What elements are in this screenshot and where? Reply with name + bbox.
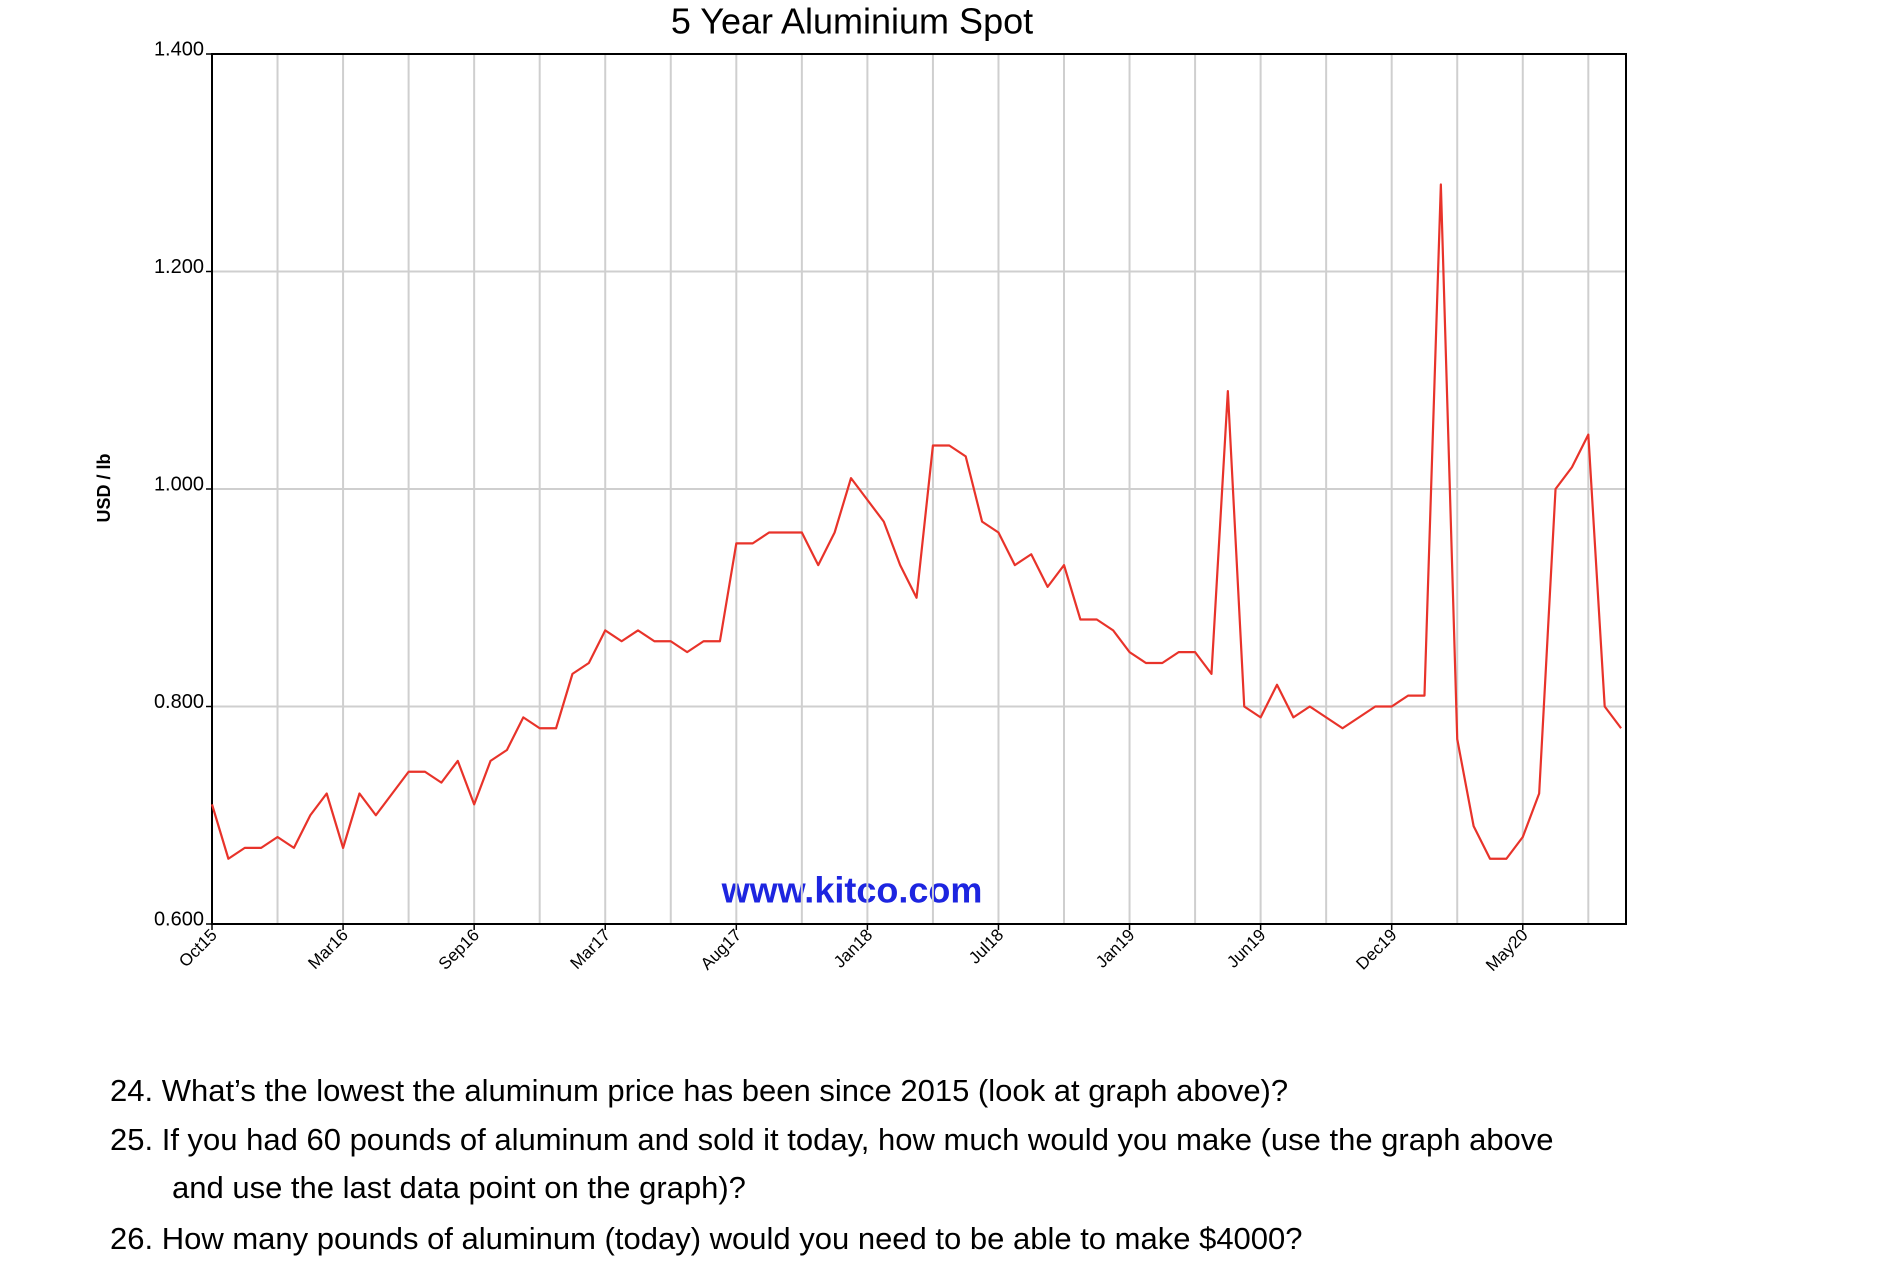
chart-title: 5 Year Aluminium Spot — [671, 1, 1033, 42]
x-tick-label: Oct15 — [175, 925, 221, 971]
x-tick-label: Mar17 — [567, 925, 615, 973]
question: and use the last data point on the graph… — [172, 1170, 746, 1205]
x-tick-label: Dec19 — [1352, 925, 1400, 973]
x-tick-label: Mar16 — [304, 925, 352, 973]
x-tick-label: Aug17 — [697, 925, 745, 973]
x-tick-label: Jan18 — [830, 925, 876, 971]
watermark: www.kitco.com — [721, 870, 983, 911]
y-axis-label: USD / lb — [94, 453, 114, 522]
y-tick-label: 1.000 — [154, 473, 204, 495]
data-line — [210, 183, 1622, 860]
y-tick-label: 0.600 — [154, 908, 204, 930]
y-tick-label: 1.400 — [154, 38, 204, 60]
x-tick-label: Sep16 — [435, 925, 483, 973]
x-tick-label: Jun19 — [1223, 925, 1269, 971]
plot-frame — [211, 53, 1627, 925]
x-tick-label: May20 — [1482, 925, 1532, 975]
y-tick-label: 0.800 — [154, 691, 204, 713]
question: 24. What’s the lowest the aluminum price… — [110, 1073, 1288, 1108]
x-tick-label: Jul18 — [965, 925, 1007, 967]
question: 25. If you had 60 pounds of aluminum and… — [110, 1122, 1554, 1157]
question: 26. How many pounds of aluminum (today) … — [110, 1221, 1303, 1256]
x-tick-label: Jan19 — [1092, 925, 1138, 971]
y-tick-label: 1.200 — [154, 256, 204, 278]
